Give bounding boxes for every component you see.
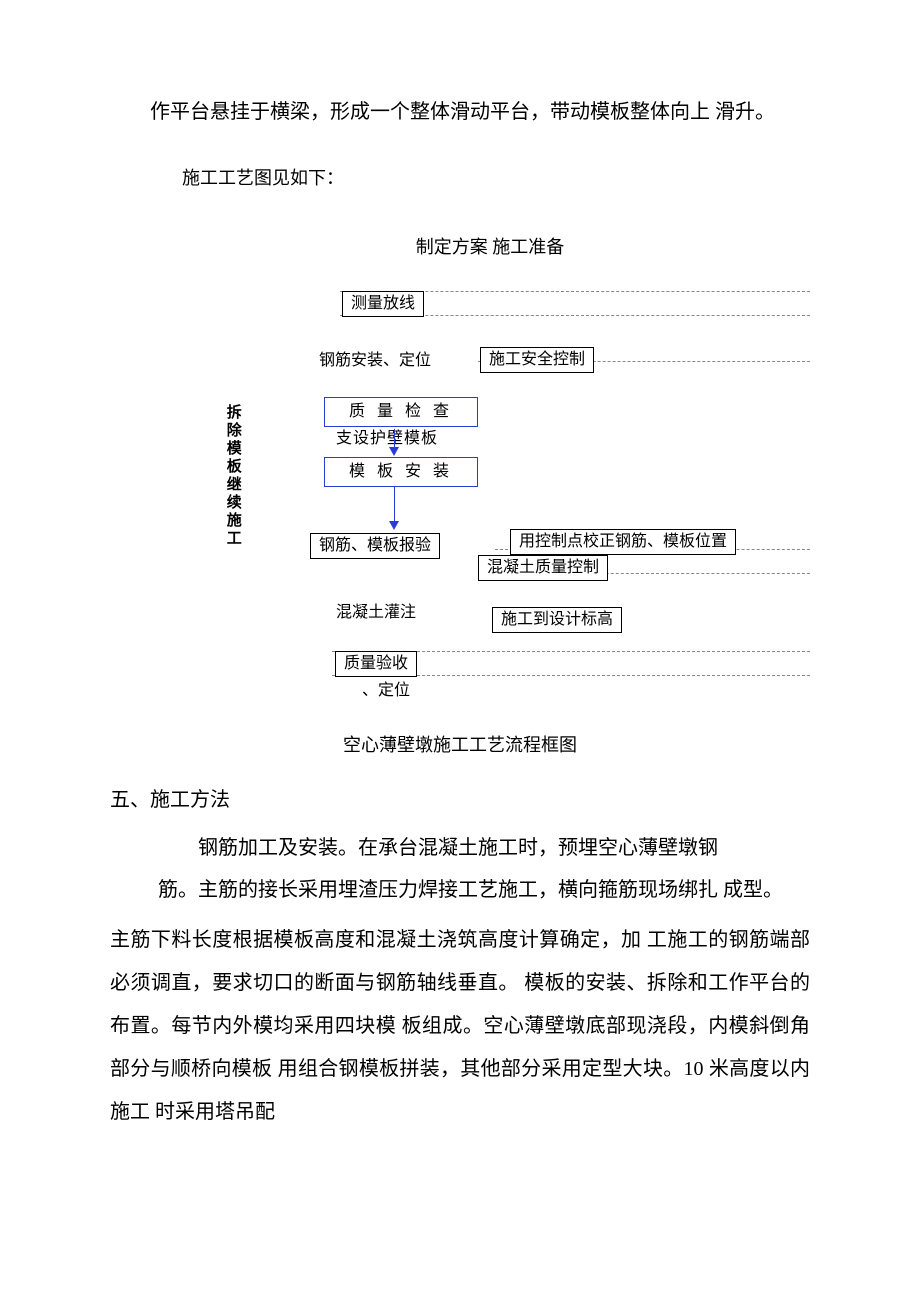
flowchart-caption: 空心薄壁墩施工工艺流程框图 (110, 729, 810, 762)
section-5-heading: 五、施工方法 (110, 782, 810, 819)
node-control-point: 用控制点校正钢筋、模板位置 (510, 529, 736, 555)
node-safety-control: 施工安全控制 (480, 347, 594, 373)
node-fix-position: 、定位 (358, 679, 414, 703)
node-form-check: 钢筋、模板报验 (310, 533, 440, 559)
node-quality-check: 质 量 检 查 (324, 397, 478, 427)
arrow-icon (389, 521, 399, 530)
body1-line1: 钢筋加工及安装。在承台混凝土施工时，预埋空心薄壁墩钢 (158, 827, 810, 869)
body1-rest: 筋。主筋的接长采用埋渣压力焊接工艺施工，横向箍筋现场绑扎 成型。 (158, 879, 783, 901)
node-concrete-quality: 混凝土质量控制 (478, 555, 608, 581)
node-acceptance: 质量验收 (335, 651, 417, 677)
node-measure: 测量放线 (342, 291, 424, 317)
subintro-line: 施工工艺图见如下： (110, 162, 810, 195)
plan-line: 制定方案 施工准备 (110, 231, 810, 264)
arrow-icon (389, 447, 399, 456)
node-design-height: 施工到设计标高 (492, 607, 622, 633)
node-form-install: 模 板 安 装 (324, 457, 478, 487)
node-rebar-positioning: 钢筋安装、定位 (315, 349, 435, 373)
node-wall-form: 支设护壁模板 (332, 427, 442, 451)
side-label: 拆除模板继续施工 (218, 404, 246, 548)
flowchart: 拆除模板继续施工 测量放线 钢筋安装、定位 施工安全控制 质 量 检 查 支设护… (110, 289, 810, 719)
node-concrete-pour: 混凝土灌注 (332, 601, 420, 625)
body-paragraph-1: 钢筋加工及安装。在承台混凝土施工时，预埋空心薄壁墩钢 筋。主筋的接长采用埋渣压力… (158, 827, 810, 911)
body-paragraph-2: 主筋下料长度根据模板高度和混凝土浇筑高度计算确定，加 工施工的钢筋端部必须调直，… (110, 919, 810, 1134)
intro-paragraph: 作平台悬挂于横梁，形成一个整体滑动平台，带动模板整体向上 滑升。 (110, 90, 810, 134)
